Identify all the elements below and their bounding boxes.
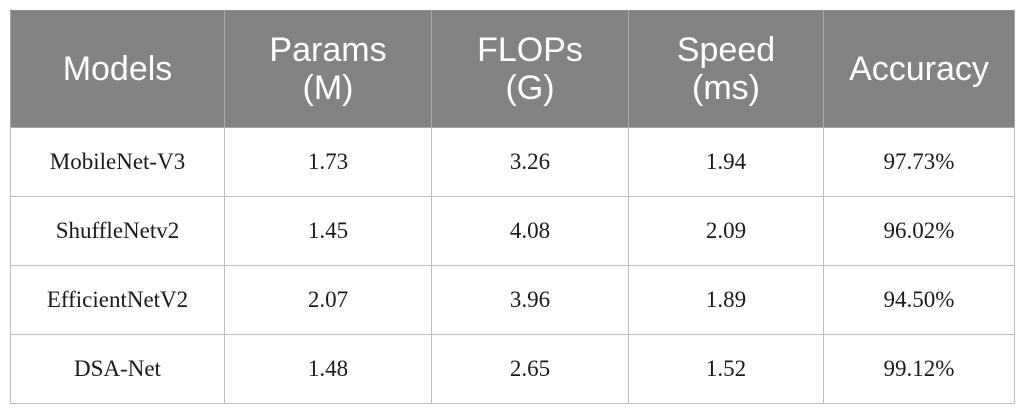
- cell-accuracy: 94.50%: [823, 265, 1015, 335]
- table-body: MobileNet-V3 1.73 3.26 1.94 97.73% Shuff…: [10, 127, 1015, 404]
- header-flops: FLOPs (G): [431, 10, 629, 128]
- cell-params: 2.07: [224, 265, 432, 335]
- header-flops-label: FLOPs: [477, 31, 583, 69]
- cell-flops: 4.08: [431, 196, 629, 266]
- cell-params: 1.45: [224, 196, 432, 266]
- cell-model: MobileNet-V3: [10, 127, 225, 197]
- header-params-label: Params: [269, 31, 387, 69]
- table-row: DSA-Net 1.48 2.65 1.52 99.12%: [10, 334, 1015, 404]
- cell-model: DSA-Net: [10, 334, 225, 404]
- cell-flops: 3.26: [431, 127, 629, 197]
- header-flops-unit: (G): [505, 69, 555, 107]
- header-accuracy-label: Accuracy: [849, 50, 989, 88]
- table-row: ShuffleNetv2 1.45 4.08 2.09 96.02%: [10, 196, 1015, 266]
- header-params: Params (M): [224, 10, 432, 128]
- cell-accuracy: 97.73%: [823, 127, 1015, 197]
- header-accuracy: Accuracy: [823, 10, 1015, 128]
- cell-model: EfficientNetV2: [10, 265, 225, 335]
- cell-speed: 2.09: [628, 196, 824, 266]
- header-models: Models: [10, 10, 225, 128]
- cell-params: 1.73: [224, 127, 432, 197]
- comparison-table-container: Models Params (M) FLOPs (G) Speed (ms) A…: [10, 10, 1015, 404]
- model-comparison-table: Models Params (M) FLOPs (G) Speed (ms) A…: [10, 10, 1015, 404]
- cell-speed: 1.89: [628, 265, 824, 335]
- cell-accuracy: 99.12%: [823, 334, 1015, 404]
- table-row: MobileNet-V3 1.73 3.26 1.94 97.73%: [10, 127, 1015, 197]
- header-params-unit: (M): [302, 69, 354, 107]
- table-row: EfficientNetV2 2.07 3.96 1.89 94.50%: [10, 265, 1015, 335]
- header-speed-label: Speed: [676, 31, 776, 69]
- cell-params: 1.48: [224, 334, 432, 404]
- cell-flops: 2.65: [431, 334, 629, 404]
- cell-model: ShuffleNetv2: [10, 196, 225, 266]
- header-speed-unit: (ms): [692, 69, 760, 107]
- cell-flops: 3.96: [431, 265, 629, 335]
- cell-accuracy: 96.02%: [823, 196, 1015, 266]
- cell-speed: 1.52: [628, 334, 824, 404]
- header-speed: Speed (ms): [628, 10, 824, 128]
- cell-speed: 1.94: [628, 127, 824, 197]
- header-row: Models Params (M) FLOPs (G) Speed (ms) A…: [10, 10, 1015, 128]
- table-header: Models Params (M) FLOPs (G) Speed (ms) A…: [10, 10, 1015, 128]
- header-models-label: Models: [62, 50, 173, 88]
